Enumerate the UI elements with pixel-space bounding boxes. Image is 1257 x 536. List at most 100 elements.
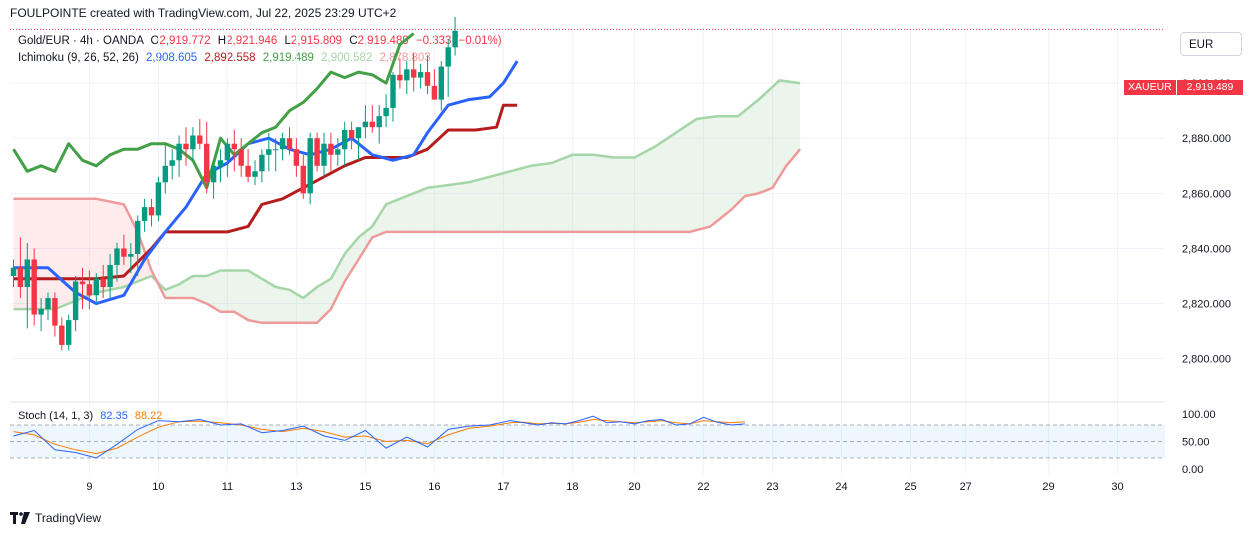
low-value: 2,915.809 xyxy=(290,35,343,47)
price-tick-label: 2,840.000 xyxy=(1182,243,1231,255)
cloud-segment xyxy=(368,226,373,243)
cloud-segment xyxy=(344,249,349,282)
cloud-segment xyxy=(299,295,304,323)
cloud-segment xyxy=(189,276,193,299)
stoch-k-line xyxy=(13,415,745,459)
cloud-segment xyxy=(589,154,594,232)
candle xyxy=(24,242,30,329)
cloud-segment xyxy=(437,185,442,232)
cloud-segment xyxy=(399,197,404,232)
cloud-segment xyxy=(665,137,669,232)
cloud-segment xyxy=(206,274,211,306)
cloud-segment xyxy=(113,202,117,290)
cloud-segment xyxy=(13,198,17,310)
currency-button[interactable]: EUR xyxy=(1180,32,1242,56)
cloud-segment xyxy=(130,218,135,285)
open-label: O xyxy=(150,35,160,47)
cloud-segment xyxy=(186,278,190,299)
cloud-segment xyxy=(772,83,776,188)
cloud-segment xyxy=(417,190,421,232)
candle xyxy=(390,72,396,122)
cloud-segment xyxy=(310,289,314,323)
cloud-segment xyxy=(686,123,690,232)
stoch-legend: Stoch (14, 1, 3) 82.35 88.22 xyxy=(18,410,162,422)
cloud-segment xyxy=(227,270,231,312)
cloud-segment xyxy=(272,284,276,323)
candle-body xyxy=(431,85,438,100)
cloud-segment xyxy=(182,280,186,299)
cloud-segment xyxy=(503,172,507,232)
candle-body xyxy=(397,74,403,81)
cloud-segment xyxy=(44,198,48,310)
candle-body xyxy=(204,143,210,183)
candle xyxy=(169,149,175,180)
time-tick-label: 11 xyxy=(222,481,233,493)
candle xyxy=(252,160,258,186)
candle xyxy=(148,198,155,227)
candle-body xyxy=(424,72,431,86)
ichimoku-name[interactable]: Ichimoku (9, 26, 52, 26) xyxy=(18,52,139,64)
cloud-segment xyxy=(693,118,697,231)
cloud-segment xyxy=(706,117,711,228)
candle-body xyxy=(79,281,86,285)
price-tag-value: 2,919.489 xyxy=(1177,80,1243,95)
cloud-segment xyxy=(524,166,528,232)
candle xyxy=(431,69,438,100)
cloud-segment xyxy=(748,105,752,196)
cloud-segment xyxy=(403,196,407,232)
time-tick-label: 17 xyxy=(497,481,509,493)
candle-body xyxy=(52,298,58,326)
cloud-segment xyxy=(241,270,245,319)
candle-body xyxy=(148,207,155,216)
candle-body xyxy=(300,165,306,194)
candle xyxy=(107,253,113,299)
cloud-segment xyxy=(172,285,176,299)
candle-body xyxy=(217,160,224,166)
stoch-d-value: 88.22 xyxy=(134,410,163,422)
cloud-segment xyxy=(223,270,228,312)
cloud-segment xyxy=(586,154,590,232)
cloud-segment xyxy=(175,284,180,299)
cloud-segment xyxy=(555,160,559,232)
cloud-segment xyxy=(306,292,311,323)
cloud-segment xyxy=(644,150,649,232)
candle xyxy=(307,132,313,205)
cloud-segment xyxy=(613,157,618,232)
symbol-label[interactable]: Gold/EUR · 4h · OANDA xyxy=(18,35,144,47)
candle xyxy=(52,292,58,337)
ichimoku-legend: Ichimoku (9, 26, 52, 26) 2,908.605 2,892… xyxy=(18,52,431,64)
candle xyxy=(10,259,17,288)
stoch-name[interactable]: Stoch (14, 1, 3) xyxy=(18,410,94,422)
cloud-segment xyxy=(796,82,801,154)
kijun-line xyxy=(13,103,518,281)
cloud-segment xyxy=(348,245,352,276)
stoch-d-line xyxy=(13,418,745,455)
cloud-segment xyxy=(479,178,483,232)
cloud-segment xyxy=(731,116,735,210)
cloud-segment xyxy=(196,276,200,301)
candle xyxy=(376,105,382,144)
cloud-segment xyxy=(72,198,76,303)
candle-body xyxy=(121,248,127,257)
candle xyxy=(217,149,224,183)
candle xyxy=(321,132,327,177)
cloud-segment xyxy=(355,237,359,265)
cloud-segment xyxy=(506,171,511,232)
candle xyxy=(328,132,334,172)
cloud-segment xyxy=(458,183,462,232)
cloud-segment xyxy=(127,211,131,286)
cloud-segment xyxy=(565,156,569,232)
cloud-segment xyxy=(165,288,169,299)
candle xyxy=(335,138,341,166)
candle xyxy=(135,215,141,276)
time-tick-label: 30 xyxy=(1111,481,1123,493)
cloud-segment xyxy=(58,198,62,308)
candle-body xyxy=(404,69,410,81)
price-tick-label: 2,880.000 xyxy=(1182,133,1231,145)
cloud-segment xyxy=(624,157,628,232)
cloud-segment xyxy=(234,270,238,314)
candle xyxy=(245,149,251,183)
candle xyxy=(259,149,265,183)
candle xyxy=(176,135,182,177)
